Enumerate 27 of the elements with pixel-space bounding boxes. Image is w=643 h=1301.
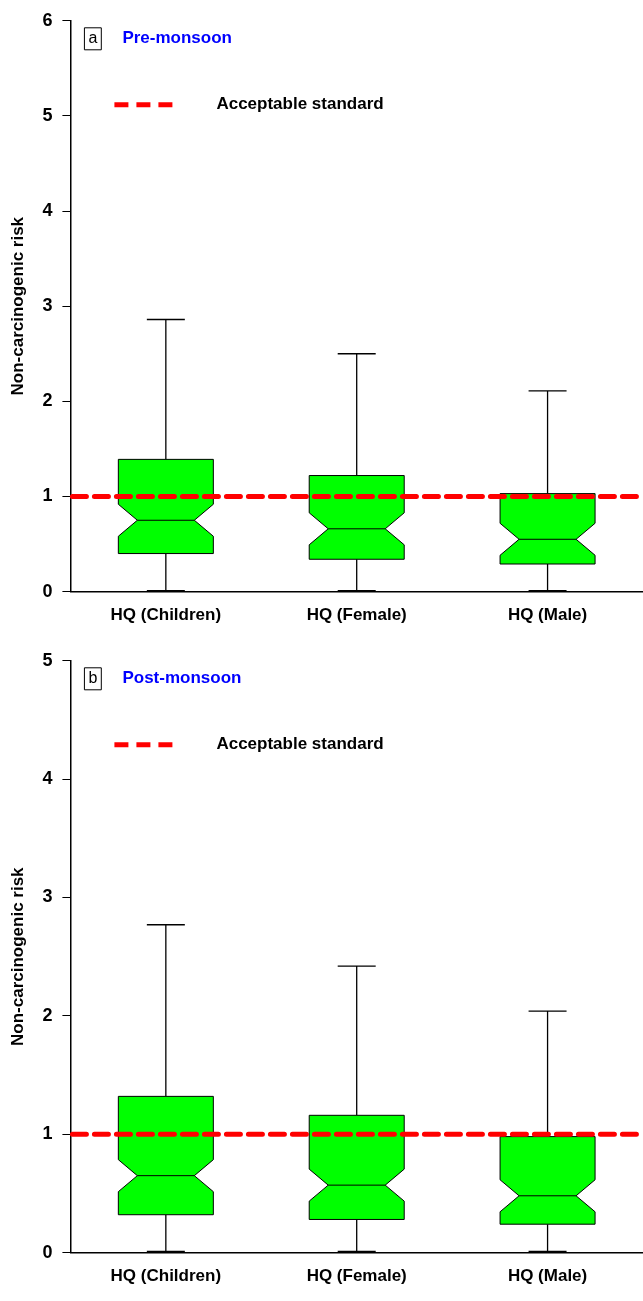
y-tick-label: 4 — [42, 768, 53, 789]
y-tick-label: 4 — [42, 200, 53, 221]
y-tick-label: 0 — [42, 1241, 53, 1262]
x-tick-label: HQ (Female) — [306, 1266, 407, 1286]
y-tick-label: 1 — [42, 1123, 53, 1144]
y-tick-label: 2 — [42, 390, 53, 411]
x-tick-label: HQ (Children) — [110, 1266, 222, 1286]
y-tick-label: 5 — [42, 104, 53, 125]
x-tick-label: HQ (Children) — [110, 605, 222, 625]
y-tick-label: 0 — [42, 580, 53, 601]
text: Pre-monsoon — [122, 28, 232, 48]
legend-label: Acceptable standard — [216, 734, 384, 754]
y-tick-label: 5 — [42, 649, 53, 670]
text: Post-monsoon — [122, 668, 242, 688]
y-tick-label: 6 — [42, 9, 53, 30]
annotation: b — [88, 669, 98, 687]
y-tick-label: 1 — [42, 485, 53, 506]
annotation: a — [88, 29, 98, 47]
x-tick-label: HQ (Male) — [507, 1266, 588, 1286]
legend-label: Acceptable standard — [216, 94, 384, 114]
x-tick-label: HQ (Female) — [306, 605, 407, 625]
y-tick-label: 3 — [42, 886, 53, 907]
y-axis-title: Non-carcinogenic risk — [7, 216, 27, 396]
x-tick-label: HQ (Male) — [507, 605, 588, 625]
y-tick-label: 2 — [42, 1004, 53, 1025]
y-axis-title: Non-carcinogenic risk — [7, 866, 27, 1046]
y-tick-label: 3 — [42, 295, 53, 316]
